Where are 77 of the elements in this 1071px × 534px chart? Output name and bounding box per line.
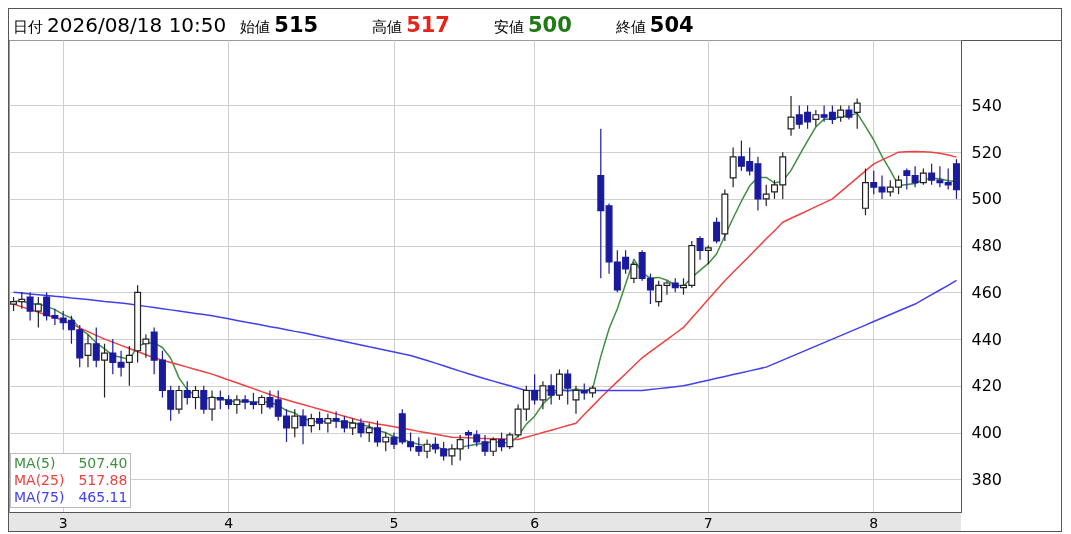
text: MA(25) bbox=[14, 472, 65, 489]
text: 始値 bbox=[240, 17, 271, 37]
candlestick bbox=[324, 413, 332, 434]
candlestick bbox=[299, 408, 307, 445]
text: 515 bbox=[274, 12, 319, 37]
candlestick bbox=[539, 380, 547, 410]
candlestick bbox=[373, 420, 381, 448]
candlestick bbox=[208, 389, 216, 422]
y-tick-label: 520 bbox=[971, 142, 1003, 162]
candlestick bbox=[125, 345, 133, 387]
x-tick-label: 6 bbox=[530, 514, 540, 531]
text: 日付 bbox=[13, 17, 43, 37]
y-tick-label: 420 bbox=[971, 376, 1003, 396]
candlestick bbox=[762, 184, 770, 207]
candlestick bbox=[291, 408, 299, 438]
x-tick-label: 4 bbox=[224, 514, 234, 531]
candlestick bbox=[903, 167, 911, 191]
candlestick bbox=[258, 394, 266, 415]
candlestick bbox=[787, 95, 795, 137]
y-tick-label: 380 bbox=[971, 469, 1003, 489]
text: 500 bbox=[527, 12, 572, 37]
candlestick bbox=[448, 443, 456, 466]
candlestick bbox=[307, 413, 315, 434]
candlestick bbox=[456, 434, 464, 462]
candlestick bbox=[233, 394, 241, 415]
y-tick-label: 400 bbox=[971, 423, 1003, 443]
annotation: 517.88 bbox=[78, 472, 128, 489]
candlestick bbox=[564, 368, 572, 406]
y-tick-label: 440 bbox=[971, 329, 1003, 349]
candlestick bbox=[109, 338, 117, 375]
candlestick bbox=[365, 422, 373, 443]
candlestick bbox=[26, 291, 34, 321]
candlestick bbox=[200, 385, 208, 415]
text: 504 bbox=[649, 12, 694, 37]
candlestick bbox=[572, 385, 580, 415]
candlestick bbox=[911, 165, 919, 188]
candlestick bbox=[266, 389, 274, 410]
candlestick bbox=[117, 350, 125, 378]
candlestick bbox=[696, 235, 704, 261]
candlestick bbox=[489, 436, 497, 457]
candlestick bbox=[729, 146, 737, 188]
y-tick-label: 460 bbox=[971, 282, 1003, 302]
candlestick bbox=[84, 333, 92, 368]
candlestick bbox=[713, 216, 721, 244]
candlestick bbox=[853, 97, 861, 130]
candlestick bbox=[316, 410, 324, 431]
candlestick bbox=[357, 417, 365, 438]
candlestick bbox=[555, 368, 563, 401]
x-tick-label: 5 bbox=[389, 514, 399, 531]
y-tick-label: 540 bbox=[971, 95, 1003, 115]
candlestick bbox=[630, 261, 638, 284]
candlestick bbox=[547, 373, 555, 406]
candlestick bbox=[423, 438, 431, 459]
text: 高値 bbox=[372, 17, 403, 37]
x-tick-label: 3 bbox=[58, 514, 68, 531]
candlestick bbox=[183, 380, 191, 406]
candlestick bbox=[92, 326, 100, 368]
candlestick bbox=[382, 431, 390, 452]
x-tick-label: 8 bbox=[869, 514, 879, 531]
text: 終値 bbox=[615, 17, 646, 37]
candlestick bbox=[192, 385, 200, 410]
candlestick bbox=[175, 385, 183, 415]
text: MA(5) bbox=[14, 455, 56, 472]
y-tick-label: 480 bbox=[971, 236, 1003, 256]
candlestick bbox=[101, 343, 109, 399]
x-tick-label: 7 bbox=[703, 514, 713, 531]
text: 2026/08/18 10:50 bbox=[47, 12, 227, 37]
text: 517 bbox=[406, 12, 450, 37]
annotation: 507.40 bbox=[78, 455, 128, 472]
candlestick bbox=[498, 431, 506, 452]
text: MA(75) bbox=[14, 489, 65, 506]
candlestick bbox=[531, 373, 539, 406]
candlestick bbox=[34, 296, 42, 329]
annotation: 465.11 bbox=[78, 489, 128, 506]
y-tick-label: 500 bbox=[971, 189, 1003, 209]
text: 安値 bbox=[493, 17, 524, 37]
candlestick bbox=[704, 245, 712, 265]
